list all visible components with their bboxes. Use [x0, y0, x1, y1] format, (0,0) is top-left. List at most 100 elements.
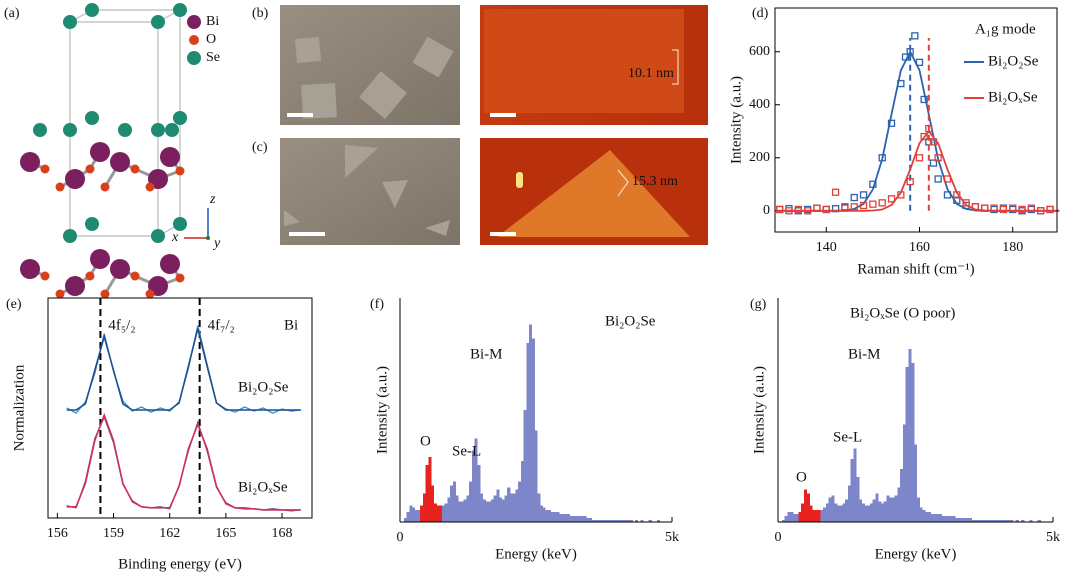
spectrum-bin — [1037, 519, 1041, 522]
x-tick-label: 165 — [215, 526, 236, 541]
legend-label: O — [206, 32, 216, 47]
o-atom — [55, 182, 65, 192]
spectrum-bin — [933, 513, 937, 522]
spectrum-bin — [913, 444, 918, 522]
x-tick-label: 162 — [159, 526, 180, 541]
spectrum-label: Bi₂O₂Se — [238, 379, 289, 395]
data-point — [776, 205, 784, 214]
o-atom — [175, 166, 185, 176]
spectrum-bin — [431, 485, 435, 522]
spectrum-bin — [1021, 519, 1025, 522]
data-point — [906, 177, 914, 186]
bi-atom — [20, 259, 40, 279]
spectrum-bin — [861, 503, 865, 522]
y-axis-title: Intensity (a.u.) — [751, 366, 767, 454]
spectrum-bin — [872, 499, 876, 522]
spectrum-bin — [817, 509, 821, 522]
bi-atom — [20, 152, 40, 172]
data-point — [1018, 205, 1026, 214]
se-atom — [85, 217, 99, 231]
panel: 140 160 180 0 200 400 600 Raman shift (cm⁻¹) Int… — [728, 7, 1060, 277]
y-tick-label: 400 — [749, 97, 770, 112]
o-atom — [40, 271, 50, 281]
spectrum-bin — [982, 519, 986, 522]
x-axis-title: Energy (keV) — [875, 546, 957, 562]
spectrum-bin — [626, 519, 631, 522]
legend-label: Bi — [206, 14, 219, 29]
se-atom — [63, 229, 77, 243]
spectrum-bin — [1004, 519, 1008, 522]
spectrum-bin — [452, 481, 456, 522]
data-point — [850, 203, 858, 211]
spectrum-label: Bi₂OₓSe — [238, 479, 288, 495]
spectrum-bin — [482, 499, 486, 522]
spectrum-bin — [847, 485, 852, 522]
spectrum-bin — [966, 517, 970, 522]
spectrum-bin — [812, 509, 816, 522]
peak-annotation: Se-L — [452, 443, 481, 459]
data-point — [920, 132, 928, 141]
spectrum-bin — [556, 511, 560, 522]
spectrum-bin — [880, 503, 885, 522]
data-point — [906, 48, 914, 56]
panel-label: (f) — [370, 297, 384, 312]
legend-title: A₁g mode — [975, 21, 1036, 37]
spectrum-bin — [441, 505, 446, 522]
fit-line — [66, 328, 301, 411]
spectrum-bin — [550, 511, 554, 522]
spectrum-bin — [790, 511, 794, 522]
spectrum-bin — [610, 519, 614, 522]
spectrum-bin — [561, 513, 565, 522]
spectrum-bin — [996, 519, 1000, 522]
se-atom — [173, 3, 187, 17]
bi-atom — [110, 259, 130, 279]
spectrum-bin — [858, 499, 863, 522]
spectrum-bin — [621, 519, 625, 522]
optical-image-c — [280, 138, 460, 245]
o-atom — [130, 271, 140, 281]
spectrum-bin — [504, 495, 508, 522]
spectrum-bin — [597, 519, 601, 522]
spectrum-bin — [902, 424, 907, 522]
spectrum-bin — [795, 513, 799, 522]
y-tick-label: 0 — [763, 203, 770, 218]
se-atom — [173, 111, 187, 125]
x-tick-label: 140 — [816, 240, 837, 255]
data-point — [831, 188, 840, 196]
spectrum-bin — [946, 515, 951, 522]
optical-image-b — [280, 5, 460, 125]
spectrum-bin — [977, 519, 981, 522]
legend-label: Se — [206, 50, 220, 65]
spectrum-bin — [941, 515, 945, 522]
spectrum-bin — [886, 495, 890, 522]
data-point — [934, 154, 942, 162]
peak-annotation: Bi-M — [848, 346, 881, 362]
spectrum-bin — [493, 495, 497, 522]
o-atom — [40, 164, 50, 174]
spectrum-bin — [820, 509, 824, 522]
spectrum-bin — [834, 503, 838, 522]
spectrum-title: Bi₂O₂Se — [605, 313, 656, 329]
spectrum-bin — [537, 493, 541, 522]
data-line — [66, 415, 301, 512]
spectrum-bin — [602, 519, 606, 522]
spectrum-bin — [911, 363, 915, 522]
spectrum-bin — [417, 509, 421, 522]
panel-label: (b) — [252, 6, 269, 21]
se-atom — [63, 123, 77, 137]
y-axis-title: Intensity (a.u.) — [728, 76, 744, 164]
spectrum-bin — [575, 515, 579, 522]
spectrum-bin — [450, 485, 454, 522]
spectrum-bin — [839, 505, 843, 522]
spectrum-title: Bi₂OₓSe (O poor) — [850, 305, 955, 321]
spectrum-bin — [806, 493, 810, 522]
spectrum-bin — [828, 497, 832, 522]
spectrum-bin — [640, 519, 644, 522]
spectrum-bin — [809, 505, 813, 522]
spectrum-bin — [836, 505, 841, 522]
spectrum-bin — [523, 410, 527, 522]
spectrum-bin — [461, 501, 465, 522]
spectrum-bin — [842, 503, 846, 522]
spectrum-bin — [558, 513, 563, 522]
